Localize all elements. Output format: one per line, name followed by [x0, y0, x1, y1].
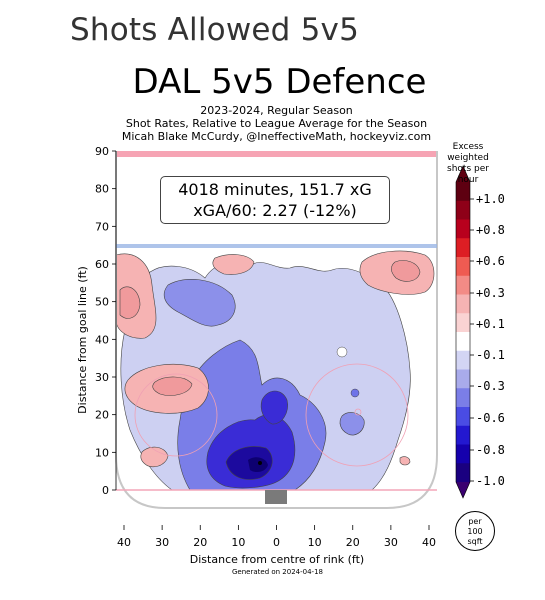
left-faceoff-circle	[134, 373, 218, 457]
footer-generated: Generated on 2024-04-18	[232, 568, 323, 576]
colorbar-tick-label: +1.0	[476, 192, 505, 206]
x-axis-label: Distance from centre of rink (ft)	[190, 553, 364, 566]
right-faceoff-dot	[354, 408, 362, 416]
colorbar-band	[456, 294, 470, 314]
red-region-lower-left	[140, 446, 169, 468]
colorbar-tick-label: -0.8	[476, 443, 505, 457]
y-tick-label: 10	[95, 446, 109, 459]
x-tick-label: 20	[346, 536, 360, 549]
colorbar-band	[456, 257, 470, 277]
y-tick-label: 90	[95, 145, 109, 158]
subtitle-line-1: 2023-2024, Regular Season	[200, 104, 353, 117]
colorbar-extend-bottom	[456, 482, 470, 498]
right-faceoff-circle	[305, 363, 409, 467]
red-region-top-center	[212, 254, 255, 275]
red-region-left-faceoff-core	[152, 376, 193, 396]
chart-title: DAL 5v5 Defence	[132, 62, 427, 102]
colorbar-band	[456, 238, 470, 258]
x-tick-label: 10	[231, 536, 245, 549]
blue-region-upper-left	[163, 279, 236, 327]
colorbar-band	[456, 388, 470, 408]
red-region-upper-right-core	[391, 260, 421, 282]
x-tick-label: 10	[308, 536, 322, 549]
stats-line-1: 4018 minutes, 151.7 xG	[178, 180, 372, 199]
unit-circle: per 100 sqft	[455, 511, 495, 551]
colorbar-band	[456, 463, 470, 483]
colorbar-tick-label: +0.3	[476, 286, 505, 300]
colorbar-tick-label: +0.6	[476, 254, 505, 268]
y-tick-label: 20	[95, 409, 109, 422]
colorbar-band	[456, 444, 470, 464]
stats-box: 4018 minutes, 151.7 xG xGA/60: 2.27 (-12…	[160, 176, 390, 224]
y-tick-label: 60	[95, 258, 109, 271]
colorbar-ticks: +1.0 +0.8 +0.6 +0.3 +0.1 -0.1 -0.3 -0.6 -0.8 -1.0	[470, 192, 505, 488]
colorbar-tick-label: -0.1	[476, 348, 505, 362]
colorbar-outline	[455, 165, 471, 499]
colorbar-title: Excess weighted shots per hour	[447, 142, 489, 185]
x-axis-ticks: 40 30 20 10 0 10 20 30 40	[117, 525, 436, 549]
colorbar-tick-label: -0.6	[476, 411, 505, 425]
colorbar-tick-label: +0.8	[476, 223, 505, 237]
small-blue-spot	[350, 388, 360, 398]
colorbar-band	[456, 425, 470, 445]
goal-net	[265, 490, 287, 504]
navy-core	[248, 457, 268, 473]
y-axis-label: Distance from goal line (ft)	[76, 266, 89, 414]
colorbar-band	[456, 313, 470, 333]
top-red-band	[116, 151, 437, 157]
colorbar-band	[456, 219, 470, 239]
deep-blue-upper	[260, 390, 288, 425]
y-tick-label: 30	[95, 371, 109, 384]
x-tick-label: 40	[117, 536, 131, 549]
y-tick-label: 70	[95, 220, 109, 233]
colorbar-band	[456, 350, 470, 370]
colorbar-band	[456, 332, 470, 352]
colorbar-band	[456, 200, 470, 220]
colorbar-tick-label: -0.3	[476, 379, 505, 393]
red-region-lower-right	[399, 456, 411, 466]
colorbar-band	[456, 369, 470, 389]
y-axis-ticks: 0 10 20 30 40 50 60 70 80 90	[95, 145, 116, 497]
x-tick-label: 40	[422, 536, 436, 549]
y-tick-label: 0	[102, 484, 109, 497]
white-hole	[336, 346, 348, 358]
stats-line-2: xGA/60: 2.27 (-12%)	[193, 201, 357, 220]
rink-boards	[115, 151, 438, 509]
colorbar-tick-label: -1.0	[476, 474, 505, 488]
colorbar	[455, 165, 471, 499]
x-tick-label: 30	[155, 536, 169, 549]
x-tick-label: 0	[273, 536, 280, 549]
x-tick-label: 30	[384, 536, 398, 549]
red-region-upper-left-2	[119, 286, 141, 319]
y-tick-label: 50	[95, 296, 109, 309]
x-tick-label: 20	[193, 536, 207, 549]
heatmap-layer	[116, 151, 437, 491]
colorbar-tick-label: +0.1	[476, 317, 505, 331]
colorbar-band	[456, 275, 470, 295]
blue-region-right	[339, 412, 365, 436]
page-title: Shots Allowed 5v5	[70, 12, 359, 48]
subtitle-line-2: Shot Rates, Relative to League Average f…	[125, 117, 428, 130]
colorbar-band	[456, 407, 470, 427]
colorbar-extend-top	[456, 166, 470, 182]
centre-dot	[258, 461, 262, 465]
subtitle-line-3: Micah Blake McCurdy, @IneffectiveMath, h…	[121, 130, 432, 143]
y-tick-label: 80	[95, 183, 109, 196]
colorbar-band	[456, 182, 470, 202]
y-tick-label: 40	[95, 333, 109, 346]
